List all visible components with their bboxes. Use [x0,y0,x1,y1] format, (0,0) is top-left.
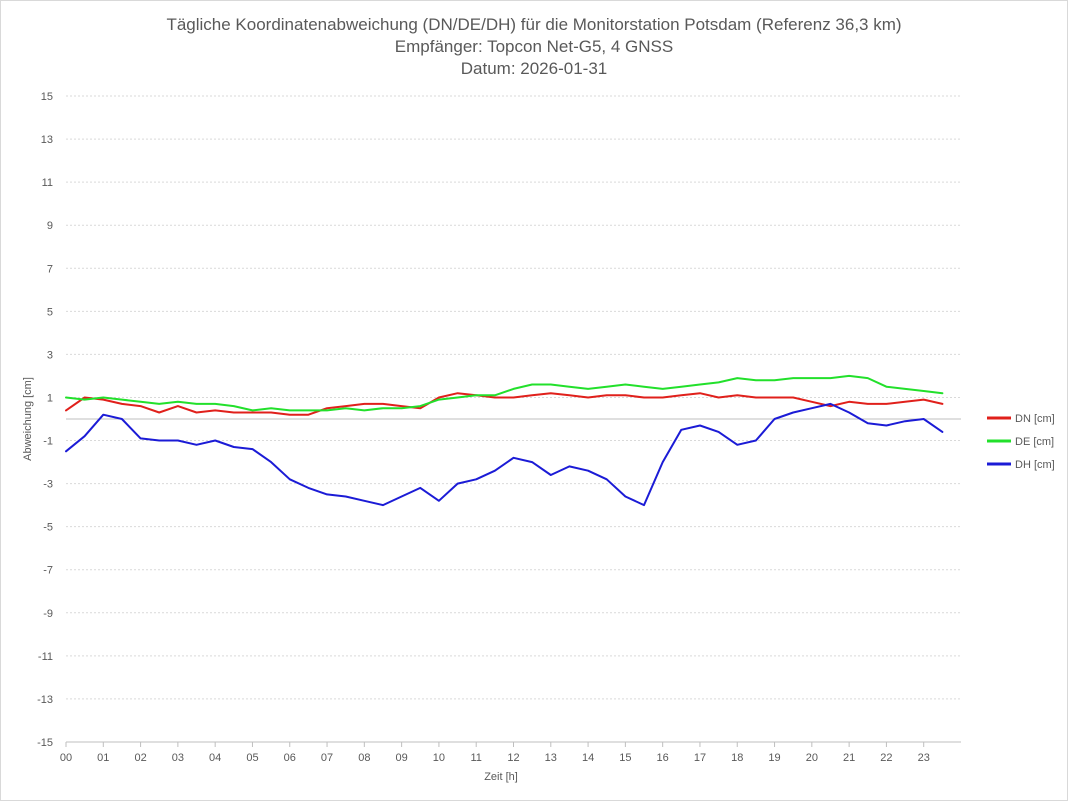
y-axis-ticks: 15 13 11 9 7 5 3 1 -1 -3 -5 -7 -9 -11 -13 -15 [37,91,53,749]
x-tick-label: 22 [880,752,892,764]
x-tick-label: 09 [396,752,408,764]
y-tick-label: 5 [47,306,53,318]
y-tick-label: 11 [42,177,53,189]
chart-title: Tägliche Koordinatenabweichung (DN/DE/DH… [166,15,901,34]
x-tick-label: 03 [172,752,184,764]
series-lines [65,374,944,507]
y-tick-label: -7 [43,565,53,577]
y-tick-label: 1 [47,392,53,404]
x-tick-label: 14 [582,752,594,764]
y-tick-label: -15 [37,737,53,749]
y-tick-label: -5 [43,522,53,534]
x-tick-label: 17 [694,752,706,764]
x-tick-label: 20 [806,752,818,764]
x-tick-label: 08 [358,752,370,764]
x-tick-label: 00 [60,752,72,764]
x-tick-label: 07 [321,752,333,764]
x-axis-ticks: 00 01 02 03 04 05 06 07 08 09 10 11 12 13 14 15 16 17 18 19… [60,742,930,764]
chart-date: Datum: 2026-01-31 [461,59,607,78]
y-tick-label: 13 [41,134,53,146]
series-line-1 [65,374,944,412]
x-tick-label: 13 [545,752,557,764]
y-tick-label: -9 [43,608,53,620]
x-tick-label: 11 [470,752,481,764]
y-tick-label: 7 [47,263,53,275]
y-tick-label: 9 [47,220,53,232]
x-tick-label: 01 [97,752,109,764]
y-axis-title: Abweichung [cm] [22,377,34,461]
y-tick-label: 3 [47,349,53,361]
series-line-0 [65,392,944,416]
legend: DN [cm] DE [cm] DH [cm] [987,413,1055,471]
x-tick-label: 02 [134,752,146,764]
legend-label: DE [cm] [1015,436,1054,448]
x-tick-label: 10 [433,752,445,764]
x-tick-label: 06 [284,752,296,764]
series-line-2 [65,402,944,507]
x-tick-label: 16 [657,752,669,764]
y-tick-label: -3 [43,479,53,491]
legend-label: DN [cm] [1015,413,1055,425]
x-tick-label: 18 [731,752,743,764]
x-tick-label: 21 [843,752,855,764]
x-tick-label: 15 [619,752,631,764]
y-tick-label: -11 [38,651,53,663]
x-tick-label: 12 [507,752,519,764]
x-tick-label: 23 [918,752,930,764]
legend-label: DH [cm] [1015,459,1055,471]
x-tick-label: 04 [209,752,221,764]
y-tick-label: -13 [37,694,53,706]
chart-subtitle: Empfänger: Topcon Net-G5, 4 GNSS [395,37,673,56]
x-tick-label: 19 [768,752,780,764]
x-axis-title: Zeit [h] [484,771,518,783]
y-tick-label: 15 [41,91,53,103]
y-tick-label: -1 [43,436,53,448]
gridlines [66,95,961,743]
x-tick-label: 05 [246,752,258,764]
